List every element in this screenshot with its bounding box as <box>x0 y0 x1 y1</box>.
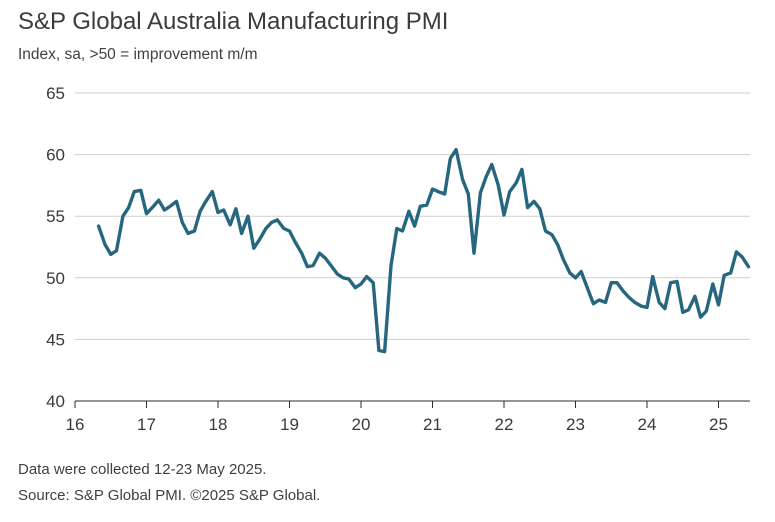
grid-lines <box>75 92 750 340</box>
y-tick-label-55: 55 <box>46 207 65 226</box>
x-tick-label-16: 16 <box>66 415 85 434</box>
y-tick-label-40: 40 <box>46 392 65 411</box>
data-collection-note: Data were collected 12-23 May 2025. <box>18 461 267 478</box>
y-tick-label-45: 45 <box>46 330 65 349</box>
chart-subtitle: Index, sa, >50 = improvement m/m <box>18 46 258 63</box>
x-tick-label-23: 23 <box>566 415 585 434</box>
y-tick-labels: 40 45 50 55 60 65 <box>46 84 65 411</box>
y-tick-label-60: 60 <box>46 146 65 165</box>
x-tick-label-19: 19 <box>280 415 299 434</box>
y-tick-label-65: 65 <box>46 84 65 103</box>
x-tick-label-25: 25 <box>709 415 728 434</box>
chart-title: S&P Global Australia Manufacturing PMI <box>18 8 449 35</box>
series-group <box>96 148 751 354</box>
x-tick-label-24: 24 <box>638 415 657 434</box>
x-tick-label-21: 21 <box>423 415 442 434</box>
x-tick-label-22: 22 <box>495 415 514 434</box>
y-tick-label-50: 50 <box>46 269 65 288</box>
x-tick-label-17: 17 <box>137 415 156 434</box>
axes <box>74 400 750 408</box>
x-tick-labels: 16 17 18 19 20 21 22 23 24 25 <box>66 415 728 434</box>
x-tick-label-20: 20 <box>352 415 371 434</box>
series-line-0 <box>96 148 751 354</box>
source-note: Source: S&P Global PMI. ©2025 S&P Global… <box>18 487 321 504</box>
x-tick-label-18: 18 <box>209 415 228 434</box>
